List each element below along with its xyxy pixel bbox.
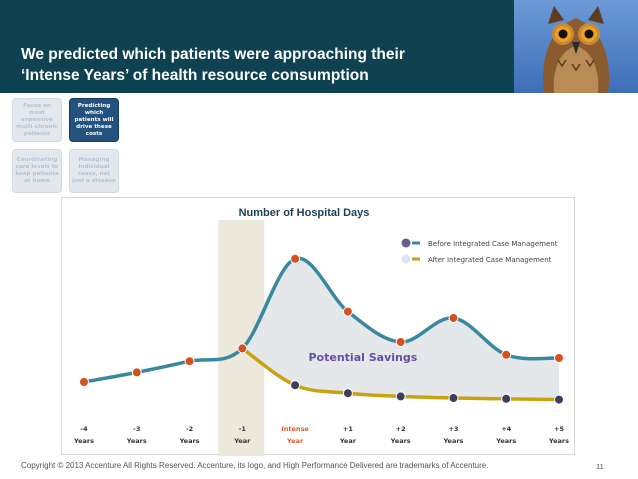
series-line-before [82, 256, 561, 384]
point-before-1 [131, 367, 142, 378]
slide-title: We predicted which patients were approac… [21, 44, 491, 86]
box-focus-expensive-patients: Focus on most expensive multi-chronic pa… [12, 98, 62, 142]
x-tick-top-1: -3 [133, 425, 140, 433]
hospital-days-chart: Number of Hospital Days Potential Savings… [73, 207, 569, 456]
point-before-8 [501, 349, 512, 360]
box-text: Focus on most expensive multi-chronic pa… [16, 102, 58, 137]
point-before-9 [554, 353, 564, 363]
point-before-2 [184, 356, 195, 367]
x-tick-bottom-9: Years [548, 437, 569, 445]
title-line-2: ‘Intense Years’ of health resource consu… [21, 67, 369, 84]
chart-title: Number of Hospital Days [239, 207, 370, 219]
x-tick-bottom-0: Years [73, 437, 94, 445]
x-tick-bottom-4: Year [286, 437, 304, 445]
x-tick-top-9: +5 [554, 425, 564, 433]
x-tick-top-8: +4 [501, 425, 511, 433]
box-text: Managing individual cases, not just a di… [72, 157, 116, 184]
box-text: Predicting which patients will drive the… [74, 102, 114, 137]
x-tick-bottom-8: Years [495, 437, 516, 445]
x-tick-bottom-2: Years [179, 437, 200, 445]
legend-marker-1 [401, 254, 411, 264]
legend-label-0: Before Integrated Case Management [428, 240, 558, 248]
point-after-6 [395, 391, 406, 402]
x-tick-bottom-7: Years [442, 437, 463, 445]
x-tick-bottom-3: Year [233, 437, 251, 445]
point-after-8 [501, 393, 512, 404]
box-coordinating-care: Coordinating care levels to keep patient… [12, 149, 62, 193]
point-after-5 [342, 388, 353, 399]
legend-label-1: After Integrated Case Management [428, 256, 552, 264]
box-predicting-patients: Predicting which patients will drive the… [69, 98, 119, 142]
point-before-5 [342, 306, 353, 317]
point-before-7 [448, 313, 459, 323]
title-line-1: We predicted which patients were approac… [21, 46, 405, 63]
page-number: 11 [596, 462, 604, 471]
legend-marker-0 [401, 238, 411, 248]
annotation-potential-savings: Potential Savings [309, 351, 418, 364]
x-tick-top-6: +2 [396, 425, 406, 433]
point-before-3 [237, 343, 248, 354]
box-managing-cases: Managing individual cases, not just a di… [69, 149, 119, 193]
x-tick-top-5: +1 [343, 425, 353, 433]
x-tick-top-2: -2 [186, 425, 193, 433]
x-tick-top-3: -1 [239, 425, 247, 433]
owl-image [514, 0, 638, 93]
box-text: Coordinating care levels to keep patient… [15, 157, 59, 184]
x-tick-top-7: +3 [448, 425, 458, 433]
point-after-4 [290, 380, 301, 391]
point-after-9 [554, 394, 564, 405]
x-tick-bottom-5: Year [339, 437, 357, 445]
savings-area [242, 258, 560, 400]
x-tick-top-4: Intense [281, 425, 309, 433]
point-before-4 [290, 253, 301, 264]
copyright-footer: Copyright © 2013 Accenture All Rights Re… [21, 461, 489, 470]
x-tick-bottom-1: Years [126, 437, 147, 445]
x-tick-top-0: -4 [80, 425, 88, 433]
point-before-0 [79, 377, 89, 387]
chart-panel: Number of Hospital Days Potential Savings… [61, 197, 575, 456]
point-before-6 [395, 337, 406, 347]
point-after-7 [448, 393, 459, 403]
x-tick-bottom-6: Years [390, 437, 411, 445]
